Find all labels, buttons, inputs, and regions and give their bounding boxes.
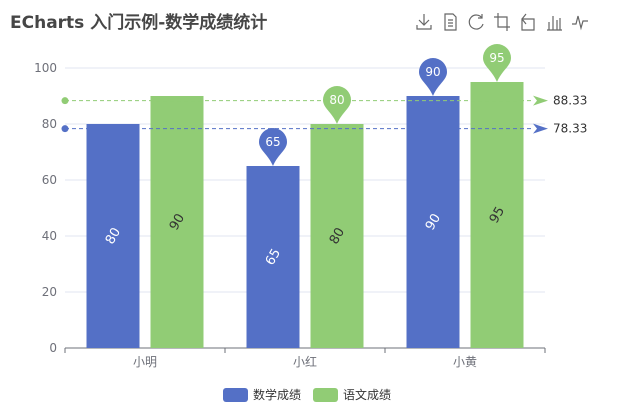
bar-value-label: 80	[103, 225, 124, 247]
average-mark-label: 88.33	[553, 94, 587, 108]
average-mark-label: 78.33	[553, 122, 587, 136]
bar-chart-icon[interactable]	[547, 16, 562, 31]
legend-swatch[interactable]	[313, 388, 338, 402]
mark-point-pin[interactable]	[419, 58, 447, 96]
bar[interactable]	[150, 96, 204, 348]
y-tick-label: 80	[42, 117, 57, 131]
zoom-back-icon[interactable]	[521, 13, 535, 31]
mark-line-arrow	[533, 123, 548, 134]
bar[interactable]	[86, 124, 140, 348]
y-tick-label: 60	[42, 173, 57, 187]
x-tick-label: 小黄	[453, 355, 477, 369]
mark-point-pin[interactable]	[323, 86, 351, 124]
mark-point-label: 65	[265, 135, 280, 149]
x-tick-label: 小明	[133, 355, 157, 369]
mark-line-arrow	[533, 95, 548, 106]
bar-value-label: 95	[487, 204, 508, 226]
mark-point-label: 90	[425, 65, 440, 79]
y-tick-label: 20	[42, 285, 57, 299]
legend-swatch[interactable]	[223, 388, 248, 402]
mark-point-pin[interactable]	[259, 128, 287, 166]
bar-value-label: 80	[327, 225, 348, 247]
bar-value-label: 90	[167, 211, 188, 233]
bar[interactable]	[310, 124, 364, 348]
legend-label[interactable]: 语文成绩	[343, 387, 391, 402]
y-tick-label: 40	[42, 229, 57, 243]
line-chart-icon[interactable]	[572, 15, 588, 31]
bar[interactable]	[470, 82, 524, 348]
bar[interactable]	[246, 166, 300, 348]
y-tick-label: 100	[34, 61, 57, 75]
zoom-icon[interactable]	[494, 13, 510, 31]
y-tick-label: 0	[49, 341, 57, 355]
download-icon[interactable]	[416, 14, 432, 30]
data-view-icon[interactable]	[444, 13, 457, 31]
mark-point-label: 80	[329, 93, 344, 107]
x-tick-label: 小红	[293, 354, 317, 369]
bar-value-label: 90	[423, 211, 444, 233]
restore-icon[interactable]	[468, 14, 484, 30]
bar[interactable]	[406, 96, 460, 348]
mark-point-label: 95	[489, 51, 504, 65]
mark-point-pin[interactable]	[483, 44, 511, 82]
chart-title: ECharts 入门示例-数学成绩统计	[10, 13, 268, 33]
legend-label[interactable]: 数学成绩	[253, 387, 301, 402]
bar-value-label: 65	[263, 246, 284, 268]
